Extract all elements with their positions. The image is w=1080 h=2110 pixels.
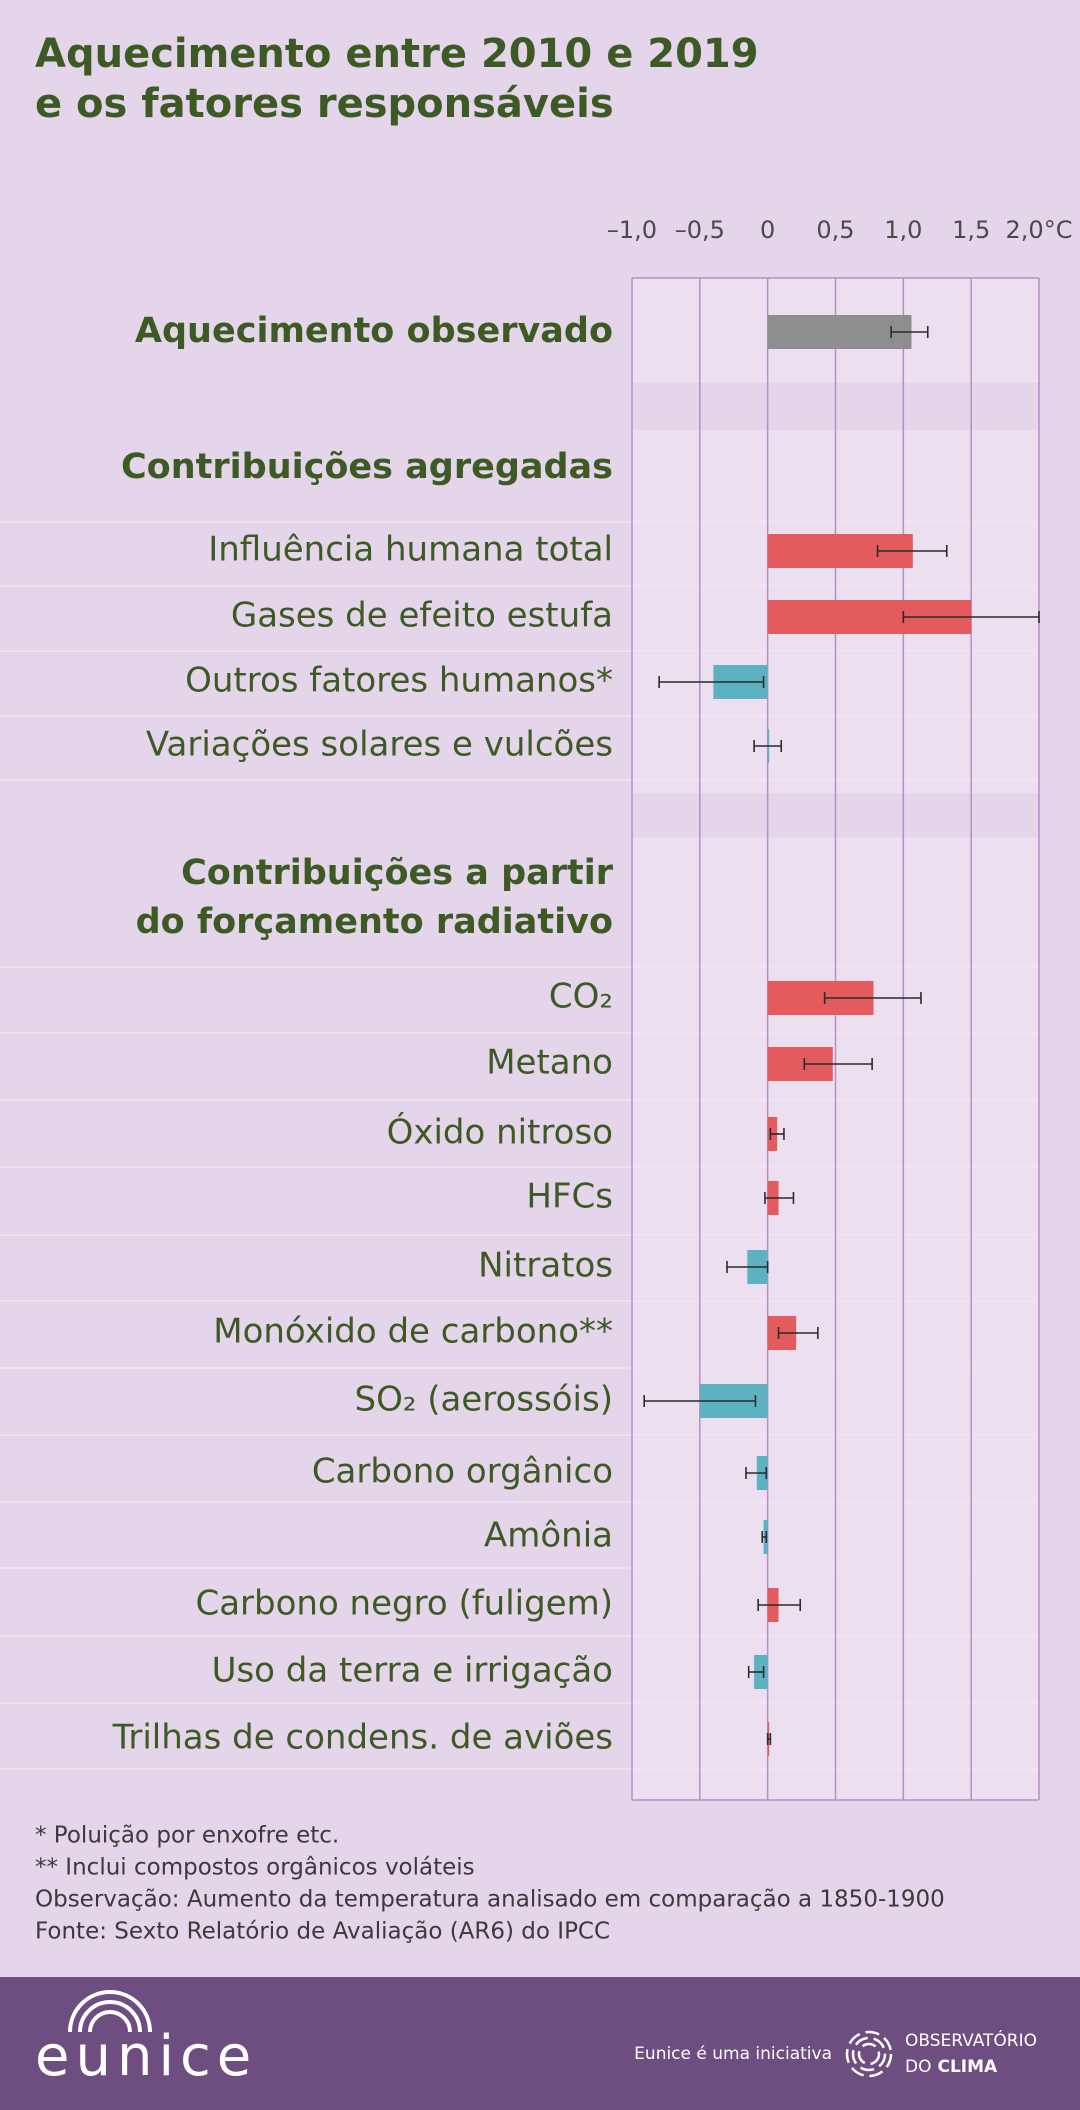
tagline: Eunice é uma iniciativa: [634, 2044, 832, 2064]
category-label: Metano: [486, 1043, 613, 1083]
error-bar: [745, 1467, 768, 1479]
category-label: Nitratos: [478, 1246, 613, 1286]
x-tick-label: 1,0: [884, 216, 922, 244]
footnote: * Poluição por enxofre etc.: [35, 1823, 339, 1849]
error-bar: [726, 1261, 769, 1273]
x-tick-label: 0: [760, 216, 775, 244]
chart-title: e os fatores responsáveis: [35, 81, 614, 127]
org-name: OBSERVATÓRIO: [905, 2029, 1037, 2051]
error-bar: [777, 1327, 819, 1339]
error-bar: [761, 1531, 768, 1543]
x-tick-label: –1,0: [607, 216, 657, 244]
logo-arc: [88, 2010, 132, 2033]
error-bar: [876, 545, 948, 557]
error-bar: [753, 740, 783, 752]
error-bar: [803, 1058, 873, 1070]
footnote: Fonte: Sexto Relatório de Avaliação (AR6…: [35, 1919, 610, 1945]
section-title: Contribuições a partir: [181, 853, 614, 893]
category-label: Carbono negro (fuligem): [195, 1584, 613, 1624]
bar: [767, 315, 912, 349]
category-label: SO₂ (aerossóis): [355, 1380, 614, 1420]
category-label: Trilhas de condens. de aviões: [112, 1718, 613, 1758]
org-logo: [857, 2042, 881, 2066]
category-label: Outros fatores humanos*: [185, 661, 613, 701]
category-label: Influência humana total: [208, 530, 613, 570]
logo-arc: [68, 1990, 152, 2033]
error-bar: [823, 992, 922, 1004]
error-bar: [764, 1192, 795, 1204]
category-label: Variações solares e vulcões: [146, 725, 613, 765]
category-label: Óxido nitroso: [387, 1112, 613, 1153]
category-label: Aquecimento observado: [135, 311, 613, 351]
error-bar: [769, 1128, 785, 1140]
org-logo: [845, 2030, 893, 2078]
chart-title: Aquecimento entre 2010 e 2019: [35, 31, 759, 77]
error-bar: [766, 1733, 772, 1745]
org-do: DO: [905, 2057, 931, 2077]
brand-logo: eunice: [35, 2024, 257, 2089]
footer-band: [0, 1977, 1080, 2110]
x-tick-label: 0,5: [816, 216, 854, 244]
org-name: DO CLIMA: [905, 2057, 998, 2077]
category-label: Gases de efeito estufa: [231, 596, 613, 636]
category-label: CO₂: [549, 977, 613, 1017]
error-bar: [890, 326, 929, 338]
x-tick-label: 2,0°C: [1006, 216, 1073, 244]
footnote: Observação: Aumento da temperatura anali…: [35, 1887, 945, 1913]
x-tick-label: –0,5: [675, 216, 725, 244]
footnote: ** Inclui compostos orgânicos voláteis: [35, 1855, 475, 1881]
error-bar: [658, 676, 765, 688]
org-logo: [851, 2036, 887, 2072]
category-label: Carbono orgânico: [312, 1452, 613, 1492]
section-title: do forçamento radiativo: [136, 902, 613, 942]
error-bar: [643, 1395, 757, 1407]
section-band: [0, 793, 1039, 837]
logo-arc: [78, 2000, 142, 2033]
section-title: Contribuições agregadas: [121, 447, 613, 487]
x-tick-label: 1,5: [952, 216, 990, 244]
org-clima: CLIMA: [937, 2057, 998, 2077]
error-bar: [902, 611, 1040, 623]
section-band: [0, 383, 1039, 430]
error-bar: [747, 1666, 765, 1678]
category-label: HFCs: [526, 1177, 613, 1217]
category-label: Amônia: [484, 1516, 613, 1556]
error-bar: [757, 1599, 802, 1611]
category-label: Monóxido de carbono**: [213, 1312, 613, 1352]
category-label: Uso da terra e irrigação: [212, 1651, 613, 1691]
